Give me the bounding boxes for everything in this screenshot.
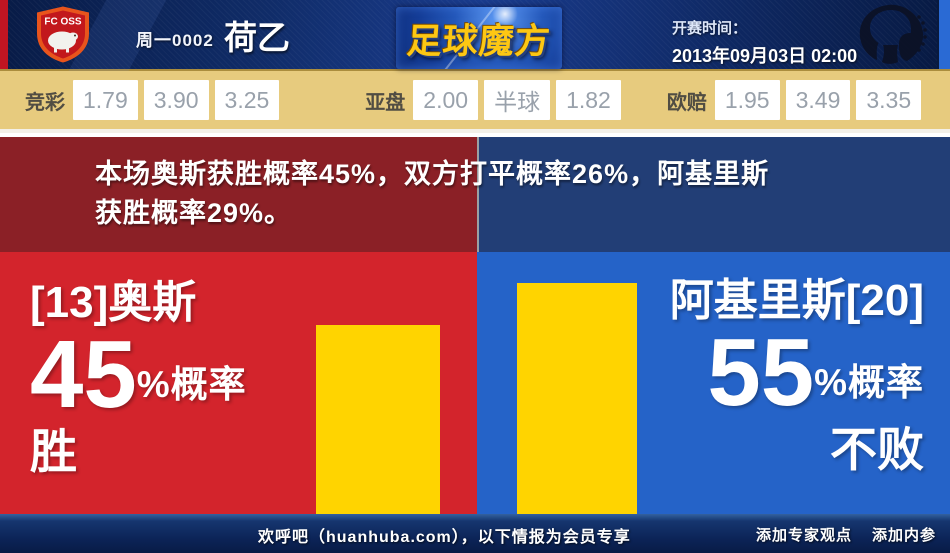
away-prob-value: 55 <box>707 318 815 426</box>
odds-value-asian-away: 1.82 <box>556 80 621 120</box>
add-expert-view-link[interactable]: 添加专家观点 <box>755 527 852 544</box>
match-code: 周一0002 <box>136 31 214 50</box>
away-prob-suffix: %概率 <box>814 361 924 403</box>
home-outcome: 胜 <box>30 424 77 478</box>
away-team-block: 阿基里斯[20] 55 %概率 不败 <box>670 276 924 475</box>
home-club-badge-text: FC OSS <box>44 17 82 28</box>
header-right-blue-stripe <box>937 0 950 69</box>
away-team-name: 阿基里斯[20] <box>669 276 924 325</box>
home-team-name: [13]奥斯 <box>30 278 197 327</box>
header-left-red-stripe <box>0 0 8 69</box>
kickoff-time: 2013年09月03日 02:00 <box>672 46 858 66</box>
home-prob-row: 45 %概率 <box>30 320 247 428</box>
summary-divider <box>477 137 479 252</box>
summary-band: 本场奥斯获胜概率45%，双方打平概率26%，阿基里斯 获胜概率29%。 <box>0 137 950 252</box>
league-name: 荷乙 <box>224 19 290 56</box>
odds-value-jingcai-home: 1.79 <box>73 80 138 120</box>
brand-panel: 足球魔方 <box>396 7 562 69</box>
prediction-summary-line1: 本场奥斯获胜概率45%，双方打平概率26%，阿基里斯 <box>95 159 770 189</box>
away-prob-row: 55 %概率 <box>670 318 924 426</box>
footer-links: 添加专家观点 添加内参 <box>756 524 936 545</box>
odds-value-asian-handicap: 半球 <box>484 80 551 120</box>
odds-value-euro-away: 3.35 <box>856 80 922 120</box>
brand-logo-text: 足球魔方 <box>405 21 553 61</box>
odds-label-euro: 欧赔 <box>666 91 707 114</box>
prediction-summary-line2: 获胜概率29%。 <box>95 198 293 228</box>
prediction-summary: 本场奥斯获胜概率45%，双方打平概率26%，阿基里斯 获胜概率29%。 <box>95 155 905 233</box>
probability-band: [13]奥斯 45 %概率 胜 阿基里斯[20] 55 %概率 不败 <box>0 252 950 514</box>
away-outcome: 不败 <box>830 422 924 476</box>
kickoff-label: 开赛时间： <box>672 20 748 37</box>
footer-bar: 欢呼吧（huanhuba.com），以下情报为会员专享 添加专家观点 添加内参 <box>0 514 950 553</box>
odds-label-jingcai: 竞彩 <box>25 91 65 114</box>
odds-value-jingcai-draw: 3.90 <box>143 80 209 120</box>
summary-blue-half <box>477 137 950 252</box>
odds-value-asian-home: 2.00 <box>413 80 479 120</box>
home-prob-bar <box>316 325 440 514</box>
home-team-block: [13]奥斯 45 %概率 胜 <box>30 278 247 477</box>
home-prob-suffix: %概率 <box>136 363 247 405</box>
header-bar: FC OSS 周一0002 荷乙 足球魔方 开赛时间： 2013年09月03日 … <box>0 0 950 88</box>
away-prob-bar <box>517 283 637 514</box>
odds-row: 竞彩 1.79 3.90 3.25 亚盘 2.00 半球 1.82 欧赔 1.9… <box>0 71 950 133</box>
odds-label-asian: 亚盘 <box>365 91 406 114</box>
odds-value-euro-draw: 3.49 <box>785 80 851 120</box>
home-prob-value: 45 <box>30 320 137 428</box>
home-club-badge-icon: FC OSS <box>37 6 89 63</box>
odds-value-jingcai-away: 3.25 <box>214 80 280 120</box>
add-insider-info-link[interactable]: 添加内参 <box>871 527 936 544</box>
footer-promo-text: 欢呼吧（huanhuba.com），以下情报为会员专享 <box>258 529 631 546</box>
kickoff-info: 开赛时间： 2013年09月03日 02:00 <box>672 17 857 68</box>
odds-value-euro-home: 1.95 <box>714 80 780 120</box>
away-club-helmet-icon <box>859 4 927 64</box>
summary-red-half <box>0 137 477 252</box>
